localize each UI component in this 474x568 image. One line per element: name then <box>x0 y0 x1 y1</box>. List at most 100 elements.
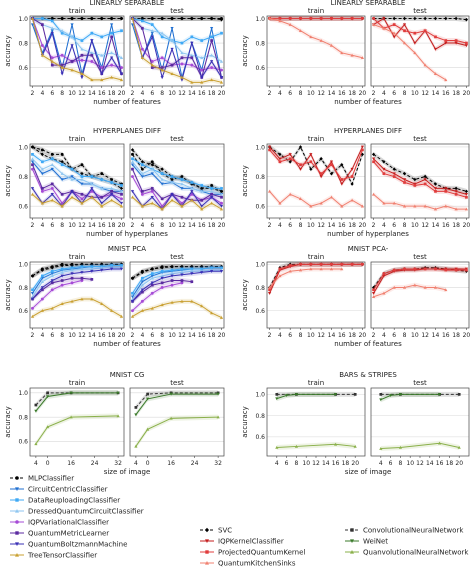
data-point <box>350 17 354 20</box>
data-point <box>160 303 164 307</box>
y-tick-label: 1.0 <box>255 144 265 151</box>
data-point <box>170 63 174 67</box>
data-point <box>200 189 204 193</box>
series-iqpk <box>371 156 469 197</box>
data-point <box>130 148 135 152</box>
data-point <box>50 29 54 33</box>
series-line <box>132 18 222 62</box>
legend-label: QuanvolutionalNeuralNetwork <box>363 549 469 557</box>
x-tick-label: 12 <box>317 90 325 97</box>
data-point <box>31 153 34 156</box>
y-axis-label: accuracy <box>4 165 12 197</box>
series-line <box>32 193 122 207</box>
data-point <box>454 268 458 272</box>
series-band <box>373 15 467 52</box>
data-point <box>30 157 35 161</box>
data-point <box>110 31 113 35</box>
data-point <box>130 190 135 193</box>
data-point <box>330 163 333 167</box>
data-point <box>465 195 468 199</box>
data-point <box>210 266 213 270</box>
x-tick-label: 4 <box>382 90 386 97</box>
panel-frame <box>266 261 366 329</box>
panel-test: test 2 4 6 8 10 12 14 16 18 20 <box>129 253 226 339</box>
x-tick-label: 8 <box>299 90 303 97</box>
data-point <box>267 291 272 295</box>
legend-label: ConvolutionalNeuralNetwork <box>363 527 464 535</box>
data-point <box>278 274 282 278</box>
data-point <box>70 68 74 72</box>
x-tick-label: 6 <box>392 90 396 97</box>
data-point <box>60 31 64 35</box>
legend-label: QuantumBoltzmannMachine <box>28 541 127 549</box>
series-line <box>269 145 363 186</box>
series-band <box>132 162 222 197</box>
data-point <box>220 31 223 35</box>
x-tick-label: 4 <box>134 460 138 467</box>
data-point <box>50 167 54 171</box>
x-tick-label: 14 <box>432 222 440 229</box>
data-point <box>31 167 34 171</box>
data-point <box>190 272 194 276</box>
data-point <box>70 16 74 21</box>
data-point <box>379 446 383 450</box>
series-line <box>373 193 467 210</box>
data-point <box>267 145 272 149</box>
data-point <box>131 175 134 178</box>
data-point <box>170 274 174 278</box>
series-band <box>135 390 219 410</box>
data-point <box>146 427 150 431</box>
legend-marker <box>205 550 209 554</box>
series-line <box>131 18 222 82</box>
series-line <box>132 266 222 279</box>
data-point <box>60 283 64 287</box>
data-point <box>70 44 74 48</box>
data-point <box>200 16 204 21</box>
data-point <box>40 297 44 301</box>
legend-item-weinet: WeiNet <box>345 538 388 546</box>
series-dru <box>31 262 123 293</box>
x-tick-label: 2 <box>268 222 272 229</box>
series-svc <box>30 261 124 279</box>
x-tick-label: 10 <box>411 90 419 97</box>
data-point <box>392 23 396 26</box>
x-axis-label: size of image <box>104 468 151 476</box>
data-point <box>216 392 220 396</box>
x-tick-label: 12 <box>78 90 86 97</box>
panel-train: train 0.6 0.8 1.0 2 4 6 8 10 12 14 16 18 20 <box>255 135 366 229</box>
data-point <box>402 178 407 182</box>
data-point <box>119 186 124 191</box>
data-point <box>340 51 344 55</box>
series-band <box>276 391 336 402</box>
x-tick-label: 12 <box>178 332 186 339</box>
data-point <box>219 192 224 196</box>
x-tick-label: 10 <box>302 460 310 467</box>
data-point <box>190 80 194 84</box>
x-tick-label: 16 <box>338 332 346 339</box>
data-point <box>180 267 184 271</box>
data-point <box>90 182 94 186</box>
data-point <box>130 276 135 280</box>
data-point <box>160 16 164 21</box>
data-point <box>100 178 104 181</box>
data-point <box>60 263 64 268</box>
data-point <box>120 66 123 70</box>
data-point <box>80 271 84 275</box>
data-point <box>110 35 113 39</box>
data-point <box>160 35 164 39</box>
data-point <box>60 192 64 196</box>
x-tick-label: 24 <box>191 460 199 467</box>
data-point <box>110 75 114 79</box>
x-tick-label: 20 <box>218 222 226 229</box>
legend-item-qcnn: QuanvolutionalNeuralNetwork <box>345 549 469 557</box>
data-point <box>457 393 461 396</box>
data-point <box>392 172 396 176</box>
data-point <box>119 189 124 193</box>
data-point <box>190 299 194 303</box>
panel-label: train <box>308 7 324 15</box>
panel-frame <box>129 261 225 329</box>
x-tick-label: 8 <box>160 90 164 97</box>
series-line <box>32 153 122 186</box>
x-tick-label: 6 <box>150 90 154 97</box>
data-point <box>70 268 74 272</box>
